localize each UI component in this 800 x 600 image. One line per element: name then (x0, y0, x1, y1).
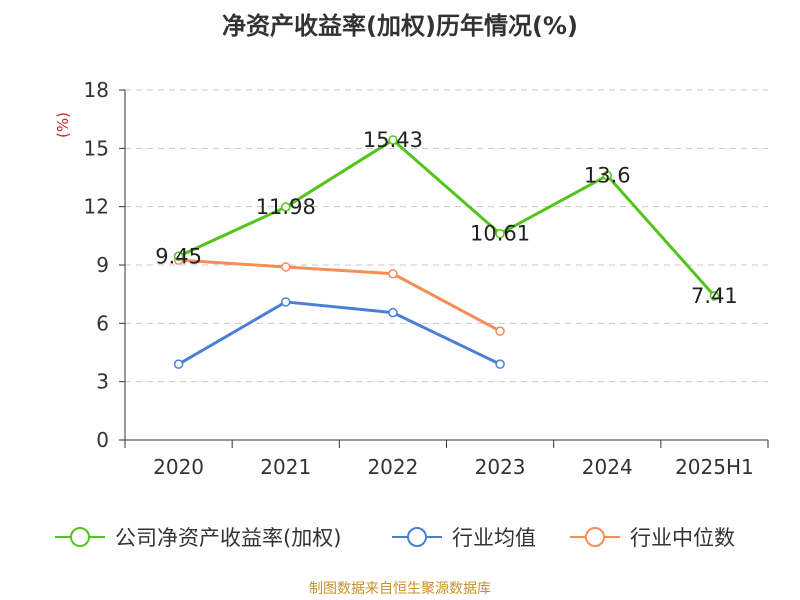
legend-item: 行业中位数 (570, 526, 735, 550)
data-point (281, 297, 291, 307)
data-point (173, 251, 184, 261)
y-tick-label: 12 (84, 195, 109, 219)
y-tick-label: 18 (84, 78, 109, 102)
legend-swatch-marker (70, 527, 90, 547)
data-point (388, 269, 398, 279)
data-label: 11.98 (256, 195, 316, 219)
data-point (281, 262, 291, 272)
x-tick-label: 2024 (582, 455, 633, 479)
legend-item: 公司净资产收益率(加权) (55, 526, 341, 550)
y-tick-label: 6 (96, 311, 109, 335)
data-label: 9.45 (155, 244, 202, 268)
data-point (281, 202, 291, 212)
x-tick-label: 2025H1 (675, 455, 754, 479)
legend-label: 行业中位数 (630, 526, 735, 550)
y-tick-label: 0 (96, 428, 109, 452)
data-label: 13.6 (584, 164, 631, 188)
legend: 公司净资产收益率(加权) 行业均值 行业中位数 (55, 526, 735, 550)
legend-label: 公司净资产收益率(加权) (115, 526, 341, 550)
data-label: 7.41 (691, 284, 738, 308)
legend-swatch-marker (585, 527, 605, 547)
data-point (495, 326, 505, 336)
data-point (709, 291, 720, 301)
legend-item: 行业均值 (392, 526, 536, 550)
data-point (388, 307, 398, 318)
series-line (177, 138, 716, 297)
axes: 0 3 6 9 12 15 18 2020 2021 2022 2023 2024 2025H1 (%) (54, 78, 769, 479)
chart-title: 净资产收益率(加权)历年情况(%) (222, 12, 578, 40)
data-point (602, 170, 612, 181)
series-line (178, 258, 501, 333)
x-tick-label: 2022 (367, 455, 418, 479)
y-tick-label: 3 (96, 370, 109, 394)
series-layer (173, 135, 720, 369)
y-axis-label: (%) (54, 112, 72, 138)
x-tick-label: 2023 (475, 455, 526, 479)
series-line (177, 300, 501, 366)
grid-lines (125, 89, 768, 383)
data-labels: 9.45 11.98 15.43 10.61 13.6 7.41 (155, 128, 738, 308)
y-tick-label: 9 (96, 253, 109, 277)
data-label: 10.61 (470, 222, 530, 246)
x-tick-label: 2020 (153, 455, 204, 479)
source-footer: 制图数据来自恒生聚源数据库 (309, 581, 491, 597)
data-point (495, 228, 505, 239)
data-label: 15.43 (363, 128, 423, 152)
data-point (173, 359, 184, 369)
legend-label: 行业均值 (452, 526, 536, 550)
legend-swatch-marker (407, 527, 427, 547)
x-tick-label: 2021 (260, 455, 311, 479)
y-tick-label: 15 (84, 136, 109, 160)
data-point (495, 359, 505, 369)
data-point (388, 135, 398, 145)
